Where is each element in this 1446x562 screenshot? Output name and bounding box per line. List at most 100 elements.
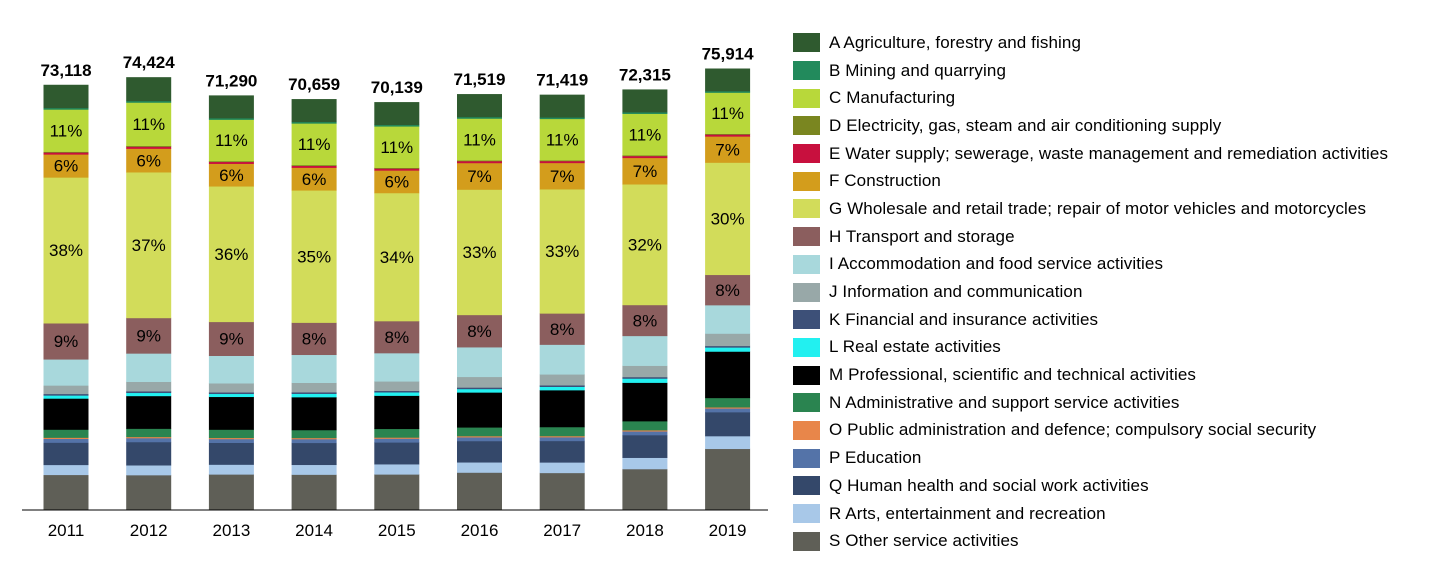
bar-segment-e-2018 <box>622 155 668 159</box>
bar-segment-r-2015 <box>374 464 420 475</box>
bar-segment-n-2012 <box>126 428 172 438</box>
bar-segment-q-2019 <box>705 411 751 437</box>
bar-segment-q-2012 <box>126 441 172 466</box>
segment-label: 32% <box>628 235 662 254</box>
bar-segment-e-2016 <box>457 160 502 164</box>
legend-item: P Education <box>793 444 1388 472</box>
segment-label: 7% <box>633 162 658 181</box>
bar-segment-s-2016 <box>457 472 502 511</box>
bar-segment-d-2018 <box>622 155 668 157</box>
bar-segment-l-2018 <box>622 378 668 383</box>
bar-segment-d-2019 <box>705 133 751 135</box>
bar-segment-f-2018 <box>622 157 668 185</box>
bar-segment-o-2019 <box>705 407 751 409</box>
legend-label: Q Human health and social work activitie… <box>829 475 1149 495</box>
legend-swatch <box>793 116 820 136</box>
bar-segment-n-2011 <box>43 429 89 438</box>
segment-label: 35% <box>297 247 331 266</box>
bar-segment-c-2013 <box>208 119 254 162</box>
bar-segment-n-2014 <box>291 429 337 439</box>
bar-segment-j-2018 <box>622 365 668 378</box>
bar-segment-e-2013 <box>208 161 254 164</box>
legend-item: E Water supply; sewerage, waste manageme… <box>793 140 1388 168</box>
legend-item: O Public administration and defence; com… <box>793 417 1388 445</box>
bar-segment-o-2012 <box>126 436 172 439</box>
bar-segment-l-2011 <box>43 395 89 399</box>
bar-segment-k-2018 <box>622 376 668 379</box>
x-tick-label: 2018 <box>626 521 664 540</box>
legend-label: L Real estate activities <box>829 337 1001 357</box>
bar-segment-g-2016 <box>457 189 502 316</box>
bar-segment-a-2012 <box>126 77 172 102</box>
bar-segment-d-2012 <box>126 145 172 147</box>
bar-segment-d-2014 <box>291 164 337 166</box>
bar-segment-p-2011 <box>43 438 89 443</box>
legend-label: E Water supply; sewerage, waste manageme… <box>829 143 1389 163</box>
bar-segment-r-2011 <box>43 464 89 476</box>
bar-segment-m-2019 <box>705 351 751 399</box>
legend-item: M Professional, scientific and technical… <box>793 361 1388 389</box>
bar-segment-e-2017 <box>539 160 585 164</box>
bar-segment-j-2013 <box>208 383 254 393</box>
bar-segment-r-2012 <box>126 465 172 476</box>
legend-item: D Electricity, gas, steam and air condit… <box>793 112 1388 140</box>
legend-swatch <box>793 227 820 247</box>
legend-label: I Accommodation and food service activit… <box>829 254 1164 274</box>
segment-label: 8% <box>385 328 410 347</box>
bar-segment-p-2013 <box>208 438 254 443</box>
legend-swatch <box>793 393 820 413</box>
bar-segment-g-2019 <box>705 162 751 276</box>
segment-label: 11% <box>546 130 579 149</box>
bar-segment-o-2017 <box>539 435 585 438</box>
segment-label: 11% <box>629 125 662 144</box>
bar-segment-q-2011 <box>43 442 89 466</box>
legend-swatch <box>793 365 820 385</box>
bar-segment-o-2011 <box>43 437 89 440</box>
bar-segment-h-2012 <box>126 317 172 354</box>
legend-label: S Other service activities <box>829 531 1019 551</box>
bar-total-label: 71,290 <box>205 71 257 90</box>
bar-segment-q-2017 <box>539 440 585 463</box>
bar-segment-g-2012 <box>126 172 172 319</box>
bar-segment-i-2018 <box>622 335 668 366</box>
bar-total-label: 72,315 <box>619 65 671 84</box>
bar-segment-j-2011 <box>43 385 89 395</box>
legend-item: I Accommodation and food service activit… <box>793 251 1388 279</box>
bar-segment-k-2011 <box>43 393 89 396</box>
bar-segment-g-2013 <box>208 186 254 323</box>
segment-label: 11% <box>298 135 331 154</box>
bar-segment-r-2016 <box>457 462 502 473</box>
bar-segment-h-2011 <box>43 323 89 360</box>
bar-segment-a-2016 <box>457 94 502 118</box>
bar-segment-b-2017 <box>539 117 585 120</box>
legend-swatch <box>793 476 820 496</box>
x-tick-label: 2015 <box>378 521 416 540</box>
bar-segment-n-2018 <box>622 420 668 431</box>
x-tick-label: 2013 <box>212 521 250 540</box>
bar-segment-m-2013 <box>208 396 254 430</box>
bar-segment-f-2017 <box>539 162 585 190</box>
bar-segment-c-2014 <box>291 123 337 166</box>
bar-segment-k-2016 <box>457 387 502 390</box>
bar-segment-e-2015 <box>374 168 420 171</box>
bar-segment-l-2016 <box>457 388 502 393</box>
bar-segment-a-2017 <box>539 94 585 118</box>
legend-item: N Administrative and support service act… <box>793 389 1388 417</box>
bar-total-label: 71,419 <box>536 71 588 90</box>
legend-item: R Arts, entertainment and recreation <box>793 500 1388 528</box>
bar-segment-m-2012 <box>126 395 172 429</box>
bar-segment-q-2014 <box>291 442 337 466</box>
bar-segment-n-2015 <box>374 428 420 438</box>
bar-segment-j-2017 <box>539 374 585 386</box>
bar-segment-g-2018 <box>622 184 668 306</box>
bar-segment-h-2016 <box>457 314 502 348</box>
legend-label: O Public administration and defence; com… <box>829 420 1317 440</box>
bar-segment-i-2019 <box>705 304 751 334</box>
bar-segment-p-2014 <box>291 438 337 444</box>
segment-label: 11% <box>132 115 165 134</box>
bar-segment-p-2017 <box>539 437 585 442</box>
bar-segment-b-2013 <box>208 117 254 120</box>
bar-segment-p-2019 <box>705 408 751 413</box>
x-tick-label: 2017 <box>543 521 581 540</box>
bar-segment-m-2018 <box>622 382 668 422</box>
